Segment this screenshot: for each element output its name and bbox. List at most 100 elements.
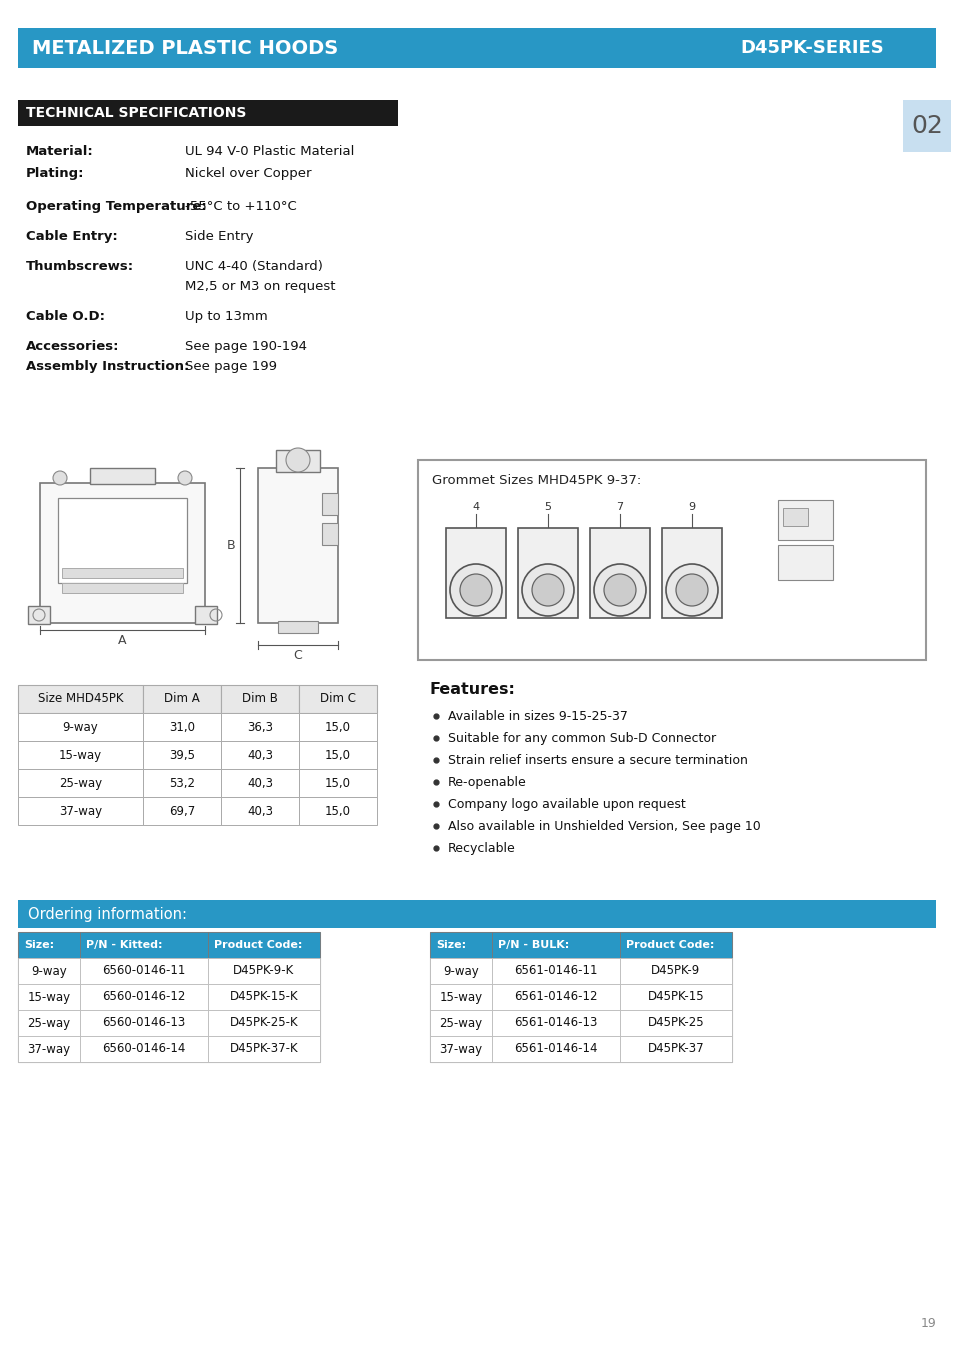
Bar (430, 984, 492, 1010)
Text: Cable Entry:: Cable Entry: (26, 230, 117, 243)
Bar (18, 684, 143, 713)
Text: Size:: Size: (24, 940, 54, 950)
Bar (619, 1010, 731, 1035)
Text: D45PK-15: D45PK-15 (647, 991, 703, 1003)
Bar (619, 984, 731, 1010)
Bar (18, 984, 80, 1010)
Bar (492, 931, 619, 958)
Text: METALIZED PLASTIC HOODS: METALIZED PLASTIC HOODS (32, 39, 338, 58)
Circle shape (594, 564, 645, 616)
Text: Product Code:: Product Code: (625, 940, 714, 950)
Text: Accessories:: Accessories: (26, 340, 119, 352)
Text: 6561-0146-11: 6561-0146-11 (514, 964, 598, 977)
Text: Dim A: Dim A (164, 693, 200, 706)
Circle shape (603, 574, 636, 606)
Bar (90, 468, 154, 485)
Text: Dim B: Dim B (242, 693, 277, 706)
Text: -55°C to +110°C: -55°C to +110°C (185, 200, 296, 213)
Bar (18, 796, 143, 825)
Bar (80, 984, 208, 1010)
Bar (430, 1035, 492, 1062)
Bar (80, 1010, 208, 1035)
Bar (492, 984, 619, 1010)
Text: C: C (294, 649, 302, 662)
Bar (417, 460, 925, 660)
Text: Thumbscrews:: Thumbscrews: (26, 261, 134, 273)
Bar (782, 508, 807, 526)
Text: 40,3: 40,3 (247, 776, 273, 790)
Text: D45PK-37-K: D45PK-37-K (230, 1042, 298, 1056)
Text: 9-way: 9-way (31, 964, 67, 977)
Text: D45PK-9-K: D45PK-9-K (233, 964, 294, 977)
Bar (80, 931, 208, 958)
Bar (18, 1035, 80, 1062)
Bar (619, 1035, 731, 1062)
Text: 15,0: 15,0 (325, 776, 351, 790)
Bar (143, 796, 221, 825)
Bar (619, 958, 731, 984)
Text: 25-way: 25-way (59, 776, 102, 790)
Bar (221, 684, 298, 713)
Bar (257, 468, 337, 622)
Text: 15,0: 15,0 (325, 805, 351, 818)
Bar (492, 1035, 619, 1062)
Bar (661, 528, 721, 618)
Text: 6561-0146-14: 6561-0146-14 (514, 1042, 598, 1056)
Text: 15,0: 15,0 (325, 748, 351, 761)
Bar (143, 741, 221, 770)
Text: Features:: Features: (430, 682, 516, 697)
Text: 15-way: 15-way (28, 991, 71, 1003)
Text: 15-way: 15-way (439, 991, 482, 1003)
Circle shape (286, 448, 310, 472)
Text: 15-way: 15-way (59, 748, 102, 761)
Circle shape (53, 471, 67, 485)
Bar (208, 1035, 319, 1062)
Text: M2,5 or M3 on request: M2,5 or M3 on request (185, 279, 335, 293)
Bar (492, 1010, 619, 1035)
Text: 4: 4 (472, 502, 479, 512)
Bar (322, 522, 337, 545)
Text: 9: 9 (688, 502, 695, 512)
Text: Cable O.D:: Cable O.D: (26, 310, 105, 323)
Bar (18, 741, 143, 770)
Circle shape (665, 564, 718, 616)
Text: 31,0: 31,0 (169, 721, 194, 733)
Text: 15,0: 15,0 (325, 721, 351, 733)
Bar (18, 28, 935, 68)
Bar (430, 1010, 492, 1035)
Text: Nickel over Copper: Nickel over Copper (185, 167, 312, 180)
Text: 37-way: 37-way (59, 805, 102, 818)
Text: Recyclable: Recyclable (448, 842, 516, 855)
Text: 36,3: 36,3 (247, 721, 273, 733)
Bar (143, 769, 221, 796)
Bar (589, 528, 649, 618)
Bar (208, 958, 319, 984)
Text: Company logo available upon request: Company logo available upon request (448, 798, 685, 811)
Bar (298, 684, 376, 713)
Text: Product Code:: Product Code: (213, 940, 302, 950)
Text: Dim C: Dim C (319, 693, 355, 706)
Text: 69,7: 69,7 (169, 805, 195, 818)
Bar (80, 1035, 208, 1062)
Circle shape (178, 471, 192, 485)
Bar (492, 958, 619, 984)
Text: 19: 19 (920, 1318, 935, 1330)
Text: 6560-0146-11: 6560-0146-11 (102, 964, 186, 977)
Text: UNC 4-40 (Standard): UNC 4-40 (Standard) (185, 261, 322, 273)
Bar (221, 741, 298, 770)
Bar (80, 958, 208, 984)
Text: Plating:: Plating: (26, 167, 85, 180)
Text: Size MHD45PK: Size MHD45PK (38, 693, 123, 706)
Text: Operating Temperature:: Operating Temperature: (26, 200, 207, 213)
Text: D45PK-SERIES: D45PK-SERIES (740, 39, 882, 57)
Text: Ordering information:: Ordering information: (28, 906, 187, 922)
Text: 40,3: 40,3 (247, 748, 273, 761)
Text: 37-way: 37-way (28, 1042, 71, 1056)
Text: 7: 7 (616, 502, 623, 512)
Text: Up to 13mm: Up to 13mm (185, 310, 268, 323)
Bar (18, 1010, 80, 1035)
Text: Re-openable: Re-openable (448, 776, 526, 788)
Bar (208, 1010, 319, 1035)
Bar (18, 100, 397, 126)
Bar (58, 498, 187, 583)
